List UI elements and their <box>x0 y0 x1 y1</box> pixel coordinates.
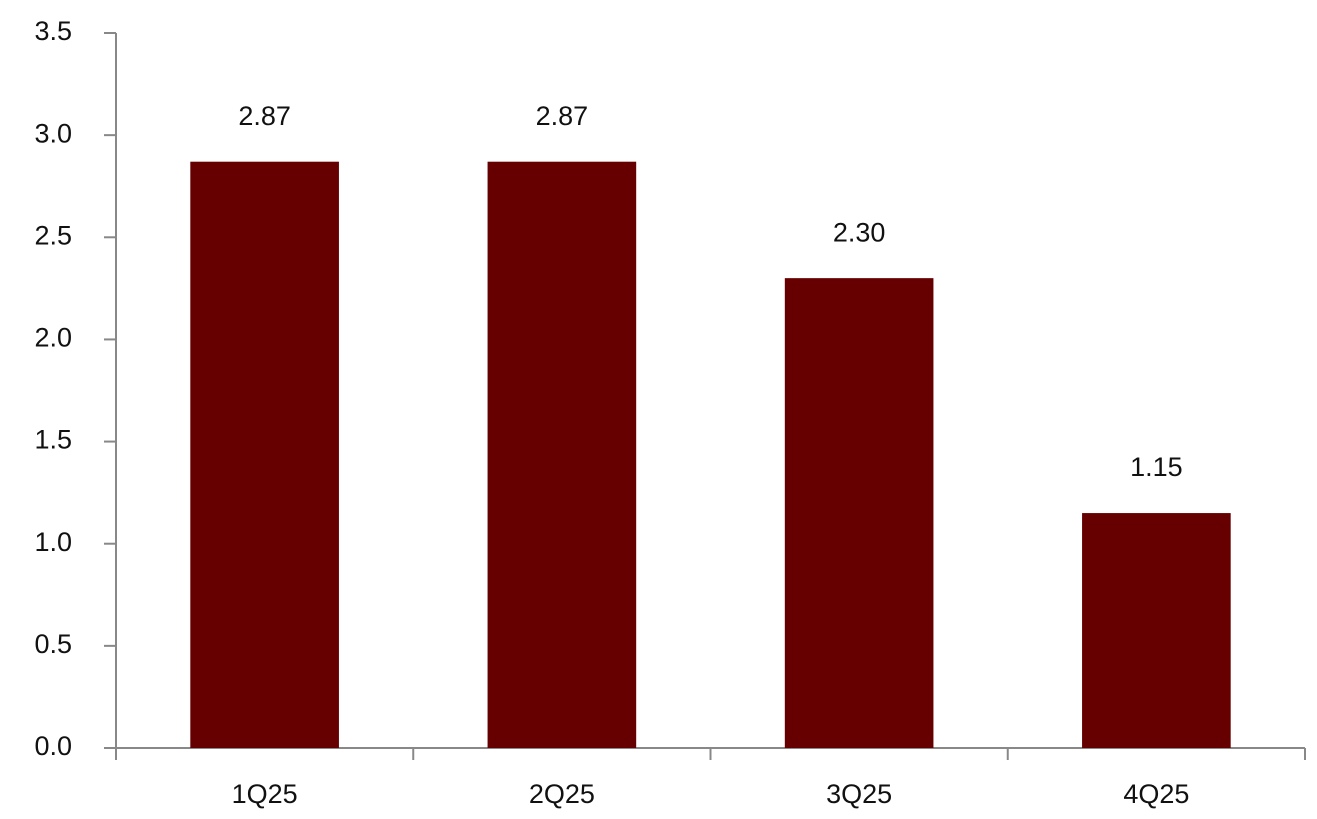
data-label: 2.87 <box>536 101 589 131</box>
y-tick-label: 3.5 <box>34 16 72 46</box>
y-tick-label: 0.0 <box>34 731 72 761</box>
y-tick-label: 2.5 <box>34 220 72 250</box>
data-label: 2.87 <box>238 101 291 131</box>
x-tick-label: 1Q25 <box>232 779 298 809</box>
data-label: 2.30 <box>833 217 886 247</box>
bar <box>487 161 637 748</box>
y-tick-label: 3.0 <box>34 118 72 148</box>
y-tick-label: 1.5 <box>34 425 72 455</box>
bar <box>1082 513 1231 748</box>
x-tick-label: 3Q25 <box>826 779 892 809</box>
y-tick-label: 2.0 <box>34 323 72 353</box>
data-label: 1.15 <box>1130 452 1183 482</box>
bar <box>190 161 339 748</box>
y-tick-label: 0.5 <box>34 629 72 659</box>
x-tick-label: 2Q25 <box>529 779 595 809</box>
bar <box>784 278 934 748</box>
x-tick-label: 4Q25 <box>1123 779 1189 809</box>
y-tick-label: 1.0 <box>34 527 72 557</box>
